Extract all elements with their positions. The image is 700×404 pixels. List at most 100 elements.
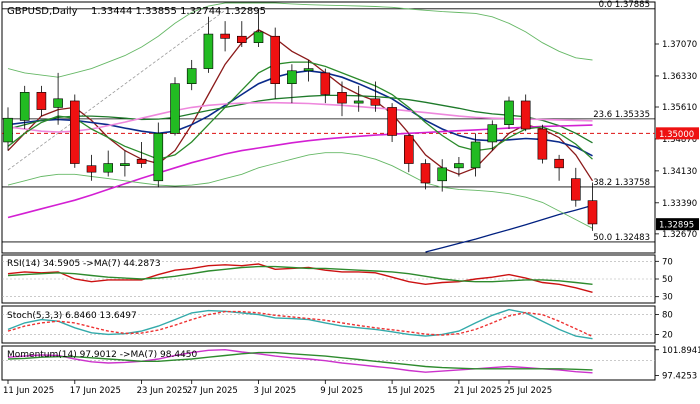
candle-body-1: [19, 92, 30, 121]
candle-body-10: [170, 83, 180, 134]
x-tick-label-6: 15 Jul 2025: [387, 386, 435, 396]
stoch-series-line-1: [7, 310, 593, 338]
candle-body-24: [403, 135, 414, 164]
candle-body-2: [36, 92, 47, 110]
price-panel-frame: [1, 1, 656, 254]
x-tick-label-5: 9 Jul 2025: [320, 386, 363, 396]
key-level-label: 1.35000: [659, 130, 694, 140]
momentum-panel-frame: [1, 345, 656, 381]
candle-body-3: [53, 98, 63, 108]
candle-body-13: [220, 33, 230, 39]
candle-body-34: [570, 178, 581, 201]
momentum-tick-label-1: 97.4253: [662, 372, 697, 382]
candle-body-35: [587, 200, 598, 225]
candle-body-23: [387, 107, 397, 136]
x-tick-label-8: 25 Jul 2025: [504, 386, 552, 396]
current-price-tag: [656, 218, 699, 231]
momentum-tick-label-0: 101.8941: [662, 346, 700, 356]
stoch-title: Stoch(5,3,3) 6.8460 13.6497: [7, 311, 137, 321]
x-tick-label-4: 3 Jul 2025: [254, 386, 297, 396]
candle-body-22: [370, 98, 381, 106]
candle-body-26: [437, 167, 448, 182]
price-tick-label-5: 1.33390: [662, 199, 697, 209]
candle-body-18: [303, 68, 314, 72]
chart-header-ohlc: 1.33444 1.33855 1.32744 1.32895: [91, 6, 266, 17]
candle-body-16: [270, 35, 281, 84]
momentum-series-line-0: [7, 348, 593, 374]
price-panel: 0.0 1.37885 23.6 1.35335 38.2 1.33758 50.0 …: [1, 0, 699, 254]
price-tick-label-3: 1.34870: [662, 135, 697, 145]
key-level-tag: [656, 127, 699, 140]
candle-body-21: [353, 100, 364, 104]
overlay-line-5: [425, 204, 593, 253]
fib-level-label-3: 50.0 1.32483: [593, 233, 650, 243]
x-tick-label-3: 27 Jun 2025: [187, 386, 238, 396]
price-overlays-layer: [7, 2, 594, 253]
chart-header-symbol: GBPUSD,Daily: [7, 6, 78, 17]
fib-level-label-1: 23.6 1.35335: [593, 110, 650, 120]
stoch-panel-frame: [1, 305, 656, 344]
stoch-series-line-0: [7, 308, 593, 340]
candle-body-0: [3, 117, 13, 143]
candle-body-32: [537, 128, 548, 160]
rsi-layer: 70 50 30: [2, 257, 673, 303]
momentum-layer: 101.8941 97.4253: [2, 346, 700, 382]
price-tick-label-6: 1.32670: [662, 230, 697, 240]
momentum-panel: 101.8941 97.4253 Momentum(14) 97.9012 ->M…: [1, 345, 700, 382]
rsi-series-line-1: [7, 265, 593, 285]
candle-body-9: [153, 133, 164, 182]
candle-body-11: [186, 68, 197, 84]
overlay-line-6: [7, 2, 593, 78]
candle-body-31: [520, 100, 531, 130]
current-price-label: 1.32895: [659, 221, 694, 231]
overlay-line-8: [7, 61, 593, 160]
overlay-line-0: [7, 29, 594, 182]
fib-level-label-0: 0.0 1.37885: [599, 0, 650, 10]
x-tick-label-1: 17 Jun 2025: [70, 386, 121, 396]
stoch-tick-label-0: 80: [662, 311, 673, 321]
candle-body-4: [70, 100, 80, 164]
candle-body-29: [487, 124, 498, 143]
x-tick-label-2: 23 Jun 2025: [137, 386, 188, 396]
candle-body-20: [337, 92, 347, 104]
fib-level-label-2: 38.2 1.33758: [593, 178, 650, 188]
stoch-layer: 80 20: [2, 308, 673, 340]
overlay-line-2: [7, 94, 593, 144]
candle-body-8: [136, 158, 147, 164]
candle-body-6: [103, 163, 113, 173]
price-tick-label-0: 1.37070: [662, 40, 697, 50]
candle-body-15: [253, 31, 264, 44]
candles-layer: [3, 9, 598, 231]
candle-body-27: [454, 163, 464, 169]
x-tick-label-0: 11 Jun 2025: [3, 386, 54, 396]
momentum-title: Momentum(14) 97.9012 ->MA(7) 98.4450: [7, 350, 198, 360]
price-axis-layer: 0.0 1.37885 23.6 1.35335 38.2 1.33758 50.0 …: [593, 0, 699, 243]
candle-body-25: [420, 163, 431, 184]
rsi-tick-label-0: 70: [662, 257, 673, 267]
momentum-series-line-1: [7, 351, 593, 371]
overlay-line-3: [7, 101, 593, 133]
stoch-tick-label-1: 20: [662, 330, 673, 340]
rsi-tick-label-2: 30: [662, 293, 673, 303]
candle-body-7: [120, 163, 130, 166]
x-tick-label-7: 21 Jul 2025: [454, 386, 502, 396]
price-tick-label-2: 1.35610: [662, 103, 697, 113]
candle-body-12: [203, 33, 214, 69]
candle-body-28: [470, 141, 481, 169]
rsi-title: RSI(14) 34.5905 ->MA(7) 44.2873: [7, 259, 161, 269]
price-tick-label-4: 1.34130: [662, 167, 697, 177]
price-tick-label-1: 1.36330: [662, 72, 697, 82]
rsi-panel: 70 50 30 RSI(14) 34.5905 ->MA(7) 44.2873: [1, 254, 673, 304]
candle-body-14: [237, 35, 247, 44]
candle-body-5: [86, 165, 97, 173]
candle-body-17: [287, 70, 297, 84]
rsi-tick-label-1: 50: [662, 275, 673, 285]
candle-body-33: [554, 158, 564, 169]
overlay-line-7: [7, 152, 593, 229]
candle-body-19: [320, 72, 331, 95]
stoch-panel: 80 20 Stoch(5,3,3) 6.8460 13.6497: [1, 305, 673, 344]
